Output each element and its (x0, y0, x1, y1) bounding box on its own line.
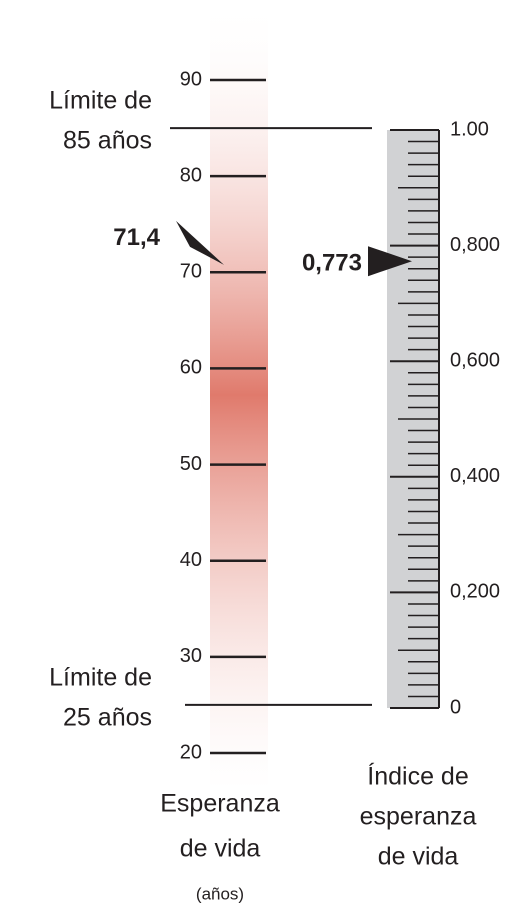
marker-label: 0,773 (302, 250, 362, 277)
tick-label: 60 (180, 357, 202, 379)
tick-label: 0 (450, 696, 461, 718)
marker-arrow (368, 246, 412, 277)
limit-label: Límite de (49, 664, 152, 692)
tick-label: 0,800 (450, 234, 500, 256)
tick-label: 80 (180, 164, 202, 186)
tick-label: 0,600 (450, 349, 500, 371)
tick-label: 0,200 (450, 581, 500, 603)
marker-label: 71,4 (113, 224, 160, 251)
tick-label: 90 (180, 68, 202, 90)
limit-label: Límite de (49, 87, 152, 115)
tick-label: 70 (180, 261, 202, 283)
scale-title: esperanza (360, 803, 477, 831)
limit-label: 25 años (63, 704, 152, 732)
tick-label: 20 (180, 741, 202, 763)
marker-arrow (176, 220, 224, 265)
tick-label: 30 (180, 645, 202, 667)
scale-title: de vida (180, 835, 261, 863)
limit-label: 85 años (63, 127, 152, 155)
scale-unit: (años) (196, 884, 244, 903)
tick-label: 50 (180, 453, 202, 475)
life-bar (210, 0, 268, 790)
tick-label: 1.00 (450, 118, 489, 140)
tick-label: 40 (180, 549, 202, 571)
scale-title: Índice de (367, 762, 468, 791)
tick-label: 0,400 (450, 465, 500, 487)
scale-title: de vida (378, 843, 459, 871)
scale-title: Esperanza (160, 790, 280, 818)
